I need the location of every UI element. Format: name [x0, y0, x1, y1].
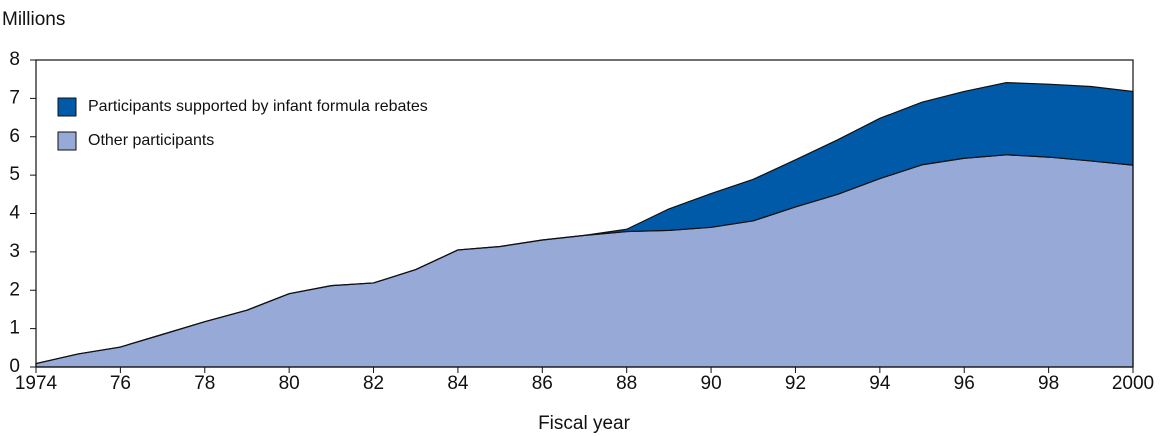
legend-swatch: [57, 131, 77, 151]
y-tick-label: 0: [9, 356, 20, 377]
legend-label: Participants supported by infant formula…: [88, 98, 428, 115]
y-tick-label: 2: [9, 279, 20, 300]
x-tick-label: 86: [532, 373, 553, 394]
x-tick-label: 90: [701, 373, 722, 394]
y-tick-label: 6: [9, 126, 20, 147]
x-tick-label: 84: [447, 373, 469, 394]
x-tick-label: 92: [785, 373, 806, 394]
area: [35, 154, 1134, 368]
x-tick-label: 96: [954, 373, 975, 394]
y-tick-label: 7: [9, 87, 20, 108]
x-tick-label: 98: [1038, 373, 1059, 394]
y-tick-label: 5: [9, 164, 20, 185]
x-tick-label: 80: [279, 373, 300, 394]
y-tick-label: 4: [9, 203, 20, 224]
legend-swatch: [57, 97, 77, 117]
x-tick-label: 82: [363, 373, 384, 394]
y-axis-label: Millions: [2, 9, 65, 30]
x-tick-label: 1974: [15, 373, 58, 394]
y-tick-label: 1: [9, 318, 20, 339]
x-tick-label: 94: [869, 373, 891, 394]
y-tick-label: 3: [9, 241, 20, 262]
x-tick-label: 76: [110, 373, 131, 394]
legend-label: Other participants: [88, 132, 214, 149]
y-tick-label: 8: [9, 49, 20, 70]
x-axis-label: Fiscal year: [538, 413, 631, 434]
x-tick-label: 2000: [1112, 373, 1154, 394]
x-tick-label: 88: [616, 373, 637, 394]
x-tick-label: 78: [194, 373, 215, 394]
